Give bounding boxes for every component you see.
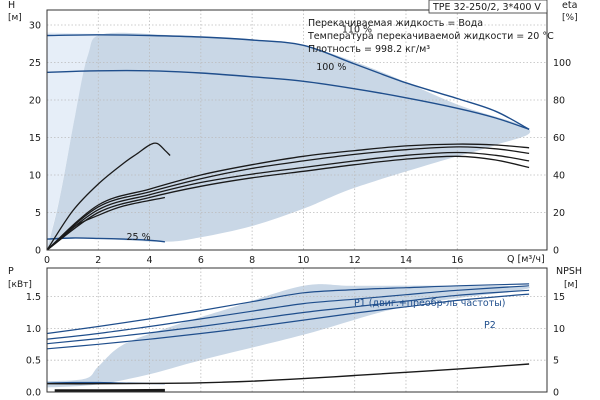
- operating-zone: [47, 284, 531, 388]
- temperature-annotation: Температура перекачиваемой жидкости = 20…: [307, 31, 554, 42]
- y-left-tick-label: 30: [29, 21, 41, 32]
- x-tick-label: 14: [400, 255, 412, 266]
- fluid-annotation: Перекачиваемая жидкость = Вода: [308, 18, 483, 29]
- bottom-plot-frame: [46, 267, 548, 393]
- light-operating-zone: [47, 32, 104, 250]
- x-tick-label: 12: [349, 255, 361, 266]
- y-left-tick-label: 20: [29, 96, 41, 107]
- y-right-tick-label: 60: [553, 133, 565, 144]
- x-tick-label: 8: [249, 255, 255, 266]
- top-series-1: [46, 69, 530, 130]
- curve-label: 110 %: [342, 24, 372, 35]
- y-right-tick-label: 15: [553, 292, 565, 303]
- top-series-3: [46, 142, 171, 251]
- bottom-operating-area: [47, 284, 531, 388]
- top-y-left-unit: [м]: [8, 13, 22, 23]
- y-left-tick-label: 10: [29, 171, 41, 182]
- bottom-series-3: [46, 293, 530, 350]
- y-right-tick-label: 20: [553, 208, 565, 219]
- legend-p1: P1 (двиг.+преобр-ль частоты): [354, 298, 505, 309]
- top-series-4: [46, 155, 530, 251]
- bottom-curves: [46, 283, 530, 393]
- y-left-tick-label: 15: [29, 133, 41, 144]
- operating-zone: [47, 32, 531, 251]
- y-right-tick-label: 100: [553, 58, 571, 69]
- bottom-y-right-unit: [м]: [564, 280, 578, 290]
- bottom-left-tick-labels: 0.0 0.5 1.0 1.5: [26, 292, 41, 398]
- top-series-6: [46, 146, 530, 251]
- title-box: [428, 0, 548, 14]
- bottom-series-2: [46, 289, 530, 345]
- top-y-right-unit: [%]: [562, 13, 578, 23]
- x-tick-label: 2: [95, 255, 101, 266]
- legend-p2: P2: [484, 320, 496, 331]
- curve-label: 100 %: [316, 62, 346, 73]
- y-left-tick-label: 0.0: [26, 388, 41, 399]
- top-operating-area: [47, 32, 531, 251]
- y-right-tick-label: 40: [553, 171, 565, 182]
- density-annotation: Плотность = 998.2 кг/м³: [308, 44, 430, 55]
- y-right-tick-label: 10: [553, 324, 565, 335]
- top-series-7: [46, 143, 530, 251]
- top-series-0: [46, 34, 530, 130]
- top-series-5: [46, 151, 530, 251]
- x-tick-label: 4: [147, 255, 153, 266]
- chart-title: TPE 32-250/2, 3*400 V: [432, 2, 541, 13]
- curve-labels: 110 % 100 % 25 %: [126, 24, 372, 243]
- y-right-tick-label: 0: [553, 388, 559, 399]
- top-right-tick-labels: 0 20 40 60 80 100: [553, 58, 571, 257]
- top-curves: [46, 34, 530, 251]
- y-left-tick-label: 1.5: [26, 292, 41, 303]
- curve-label: 25 %: [126, 232, 150, 243]
- y-left-tick-label: 1.0: [26, 324, 41, 335]
- x-tick-label: 10: [297, 255, 309, 266]
- bottom-series-1: [46, 285, 530, 340]
- x-tick-label: 0: [44, 255, 50, 266]
- x-tick-label: 6: [198, 255, 204, 266]
- y-right-tick-label: 80: [553, 96, 565, 107]
- bottom-grid: [47, 268, 547, 392]
- y-left-tick-label: 0.5: [26, 356, 41, 367]
- y-left-tick-label: 25: [29, 58, 41, 69]
- y-left-tick-label: 0: [35, 246, 41, 257]
- bottom-y-left-unit: [кВт]: [8, 280, 32, 290]
- top-series-2: [46, 237, 165, 243]
- top-x-tick-labels: 0 2 4 6 8 10 12 14 16: [44, 255, 463, 266]
- y-right-tick-label: 0: [553, 246, 559, 257]
- x-tick-label: 16: [451, 255, 463, 266]
- top-series-8: [46, 196, 166, 251]
- bottom-right-tick-labels: 0 5 10 15: [553, 292, 565, 398]
- top-y-left-label: H: [8, 0, 15, 11]
- top-left-tick-labels: 0 5 10 15 20 25 30: [29, 21, 41, 257]
- bottom-y-right-label: NPSH: [556, 266, 582, 277]
- y-right-tick-label: 5: [553, 356, 559, 367]
- bottom-series-0: [46, 283, 530, 335]
- y-left-tick-label: 5: [35, 208, 41, 219]
- bottom-series-5: [46, 363, 530, 385]
- bottom-y-left-label: P: [8, 266, 14, 277]
- top-y-right-label: eta: [562, 0, 577, 11]
- top-plot-frame: [46, 9, 548, 251]
- top-x-axis-label: Q [м³/ч]: [507, 254, 545, 265]
- top-grid: [47, 10, 547, 250]
